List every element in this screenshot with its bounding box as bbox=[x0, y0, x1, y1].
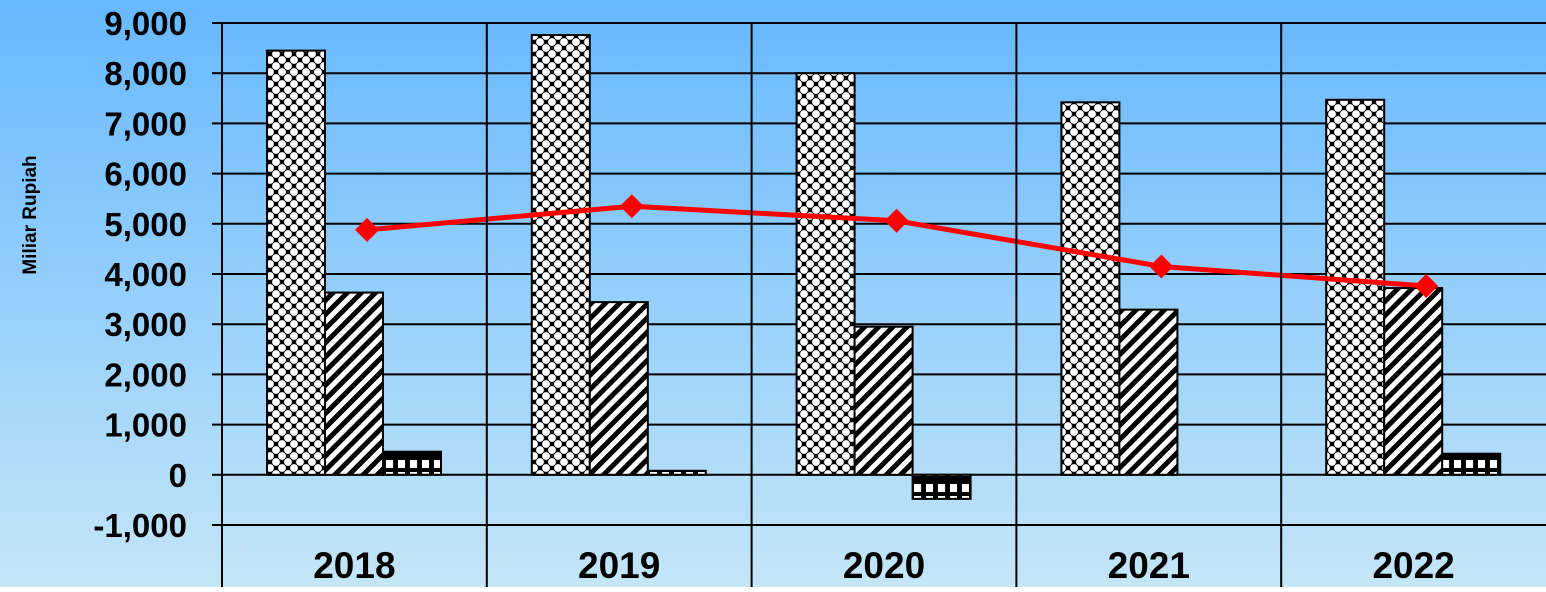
line-marker-2018 bbox=[355, 217, 379, 242]
y-tick-label: 6,000 bbox=[104, 156, 187, 193]
bars bbox=[266, 34, 1502, 500]
x-tick-labels: 2018 2019 2020 2021 2022 bbox=[313, 545, 1455, 586]
bar-2021-series-1 bbox=[1060, 101, 1121, 476]
y-tick-label: 3,000 bbox=[104, 306, 187, 343]
bar-2022-series-3 bbox=[1441, 452, 1502, 476]
y-tick-label: 5,000 bbox=[104, 206, 187, 243]
line-marker-2020 bbox=[884, 208, 909, 233]
y-tick-label: 1,000 bbox=[104, 407, 187, 444]
bar-2020-series-3 bbox=[911, 473, 972, 500]
plot-frame bbox=[221, 22, 1546, 587]
line-marker-2022 bbox=[1414, 274, 1439, 299]
line-marker-2021 bbox=[1149, 254, 1174, 279]
y-tick-label: 9,000 bbox=[104, 5, 187, 42]
line-marker-2019 bbox=[619, 194, 644, 219]
y-tick-label: 2,000 bbox=[104, 356, 187, 393]
x-tick-label-2021: 2021 bbox=[1108, 545, 1190, 586]
x-tick-label-2018: 2018 bbox=[313, 545, 395, 586]
bar-2019-series-3 bbox=[646, 469, 707, 476]
x-tick-label-2019: 2019 bbox=[578, 545, 660, 586]
bar-2018-series-3 bbox=[382, 450, 442, 476]
bar-2021-series-2 bbox=[1118, 308, 1179, 476]
bar-2018-series-1 bbox=[266, 49, 326, 476]
y-tick-label: 0 bbox=[169, 457, 187, 494]
y-tick-label: 8,000 bbox=[104, 55, 187, 92]
y-tick-label: 4,000 bbox=[104, 256, 187, 293]
bar-2020-series-2 bbox=[853, 325, 914, 476]
y-tick-label: -1,000 bbox=[93, 507, 187, 544]
y-axis-title: Miliar Rupiah bbox=[20, 155, 41, 274]
x-tick-label-2022: 2022 bbox=[1372, 545, 1454, 586]
bar-2020-series-1 bbox=[795, 72, 856, 476]
y-tick-label: 7,000 bbox=[104, 105, 187, 142]
y-tick-labels: -1,000 0 1,000 2,000 3,000 4,000 5,000 6,000 7,0… bbox=[93, 5, 187, 544]
bar-2022-series-1 bbox=[1325, 98, 1386, 476]
bar-2022-series-2 bbox=[1383, 287, 1444, 476]
bar-2019-series-1 bbox=[530, 34, 591, 476]
bar-2018-series-2 bbox=[324, 291, 384, 476]
line-series bbox=[355, 194, 1439, 299]
bar-2019-series-2 bbox=[588, 301, 649, 476]
x-tick-label-2020: 2020 bbox=[843, 545, 925, 586]
